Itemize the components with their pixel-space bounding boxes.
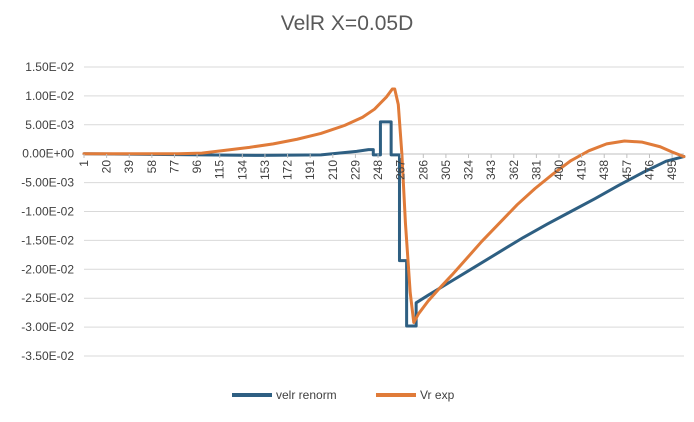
y-tick-label: -3.50E-02: [21, 349, 74, 363]
x-tick-label: 191: [303, 160, 317, 180]
x-tick-label: 286: [416, 160, 430, 180]
grid: [84, 66, 684, 357]
x-tick-label: 267: [394, 160, 408, 180]
x-tick-label: 210: [326, 160, 340, 180]
x-tick-label: 248: [371, 160, 385, 180]
x-tick-label: 153: [258, 160, 272, 180]
x-tick-label: 324: [462, 160, 476, 180]
x-tick-label: 77: [168, 160, 182, 174]
x-tick-label: 400: [552, 160, 566, 180]
y-tick-label: 5.00E-03: [25, 118, 74, 132]
legend: velr renorm Vr exp: [232, 388, 455, 402]
x-tick-label: 438: [597, 160, 611, 180]
x-tick-label: 20: [100, 160, 114, 174]
y-tick-label: -3.00E-02: [21, 320, 74, 334]
legend-label: velr renorm: [276, 388, 337, 402]
x-tick-label: 134: [235, 160, 249, 180]
x-tick-label: 495: [665, 160, 679, 180]
chart-title: VelR X=0.05D: [281, 12, 414, 35]
x-tick-label: 172: [281, 160, 295, 180]
x-tick-label: 419: [575, 160, 589, 180]
y-tick-label: -1.00E-02: [21, 205, 74, 219]
series-line-vr-exp: [82, 87, 686, 324]
y-tick-label: -2.50E-02: [21, 291, 74, 305]
y-tick-label: -1.50E-02: [21, 233, 74, 247]
x-tick-label: 115: [213, 160, 227, 179]
x-tick-label: 96: [190, 160, 204, 174]
x-tick-label: 58: [145, 160, 159, 174]
y-tick-label: 1.00E-02: [25, 89, 74, 103]
x-tick-label: 381: [529, 160, 543, 180]
y-tick-label: 0.00E+00: [22, 147, 74, 161]
x-tick-label: 39: [122, 160, 136, 174]
x-tick-label: 362: [507, 160, 521, 180]
x-tick-label: 229: [348, 160, 362, 180]
x-tick-label: 457: [620, 160, 634, 180]
x-tick-label: 476: [643, 160, 657, 180]
y-tick-label: -5.00E-03: [21, 176, 74, 190]
y-tick-label: 1.50E-02: [25, 60, 74, 74]
y-tick-label: -2.00E-02: [21, 262, 74, 276]
y-tick-labels: 1.50E-02 1.00E-02 5.00E-03 0.00E+00 -5.00E-0…: [21, 60, 74, 363]
x-tick-label: 305: [439, 160, 453, 180]
x-tick-label: 343: [484, 160, 498, 180]
x-tick-labels: 1 20 39 58 77 96 115 134 153 172 191 210 229 248 267 28…: [77, 154, 679, 180]
series-lines: [82, 87, 686, 328]
legend-label: Vr exp: [420, 388, 455, 402]
x-tick-label: 1: [77, 160, 91, 167]
